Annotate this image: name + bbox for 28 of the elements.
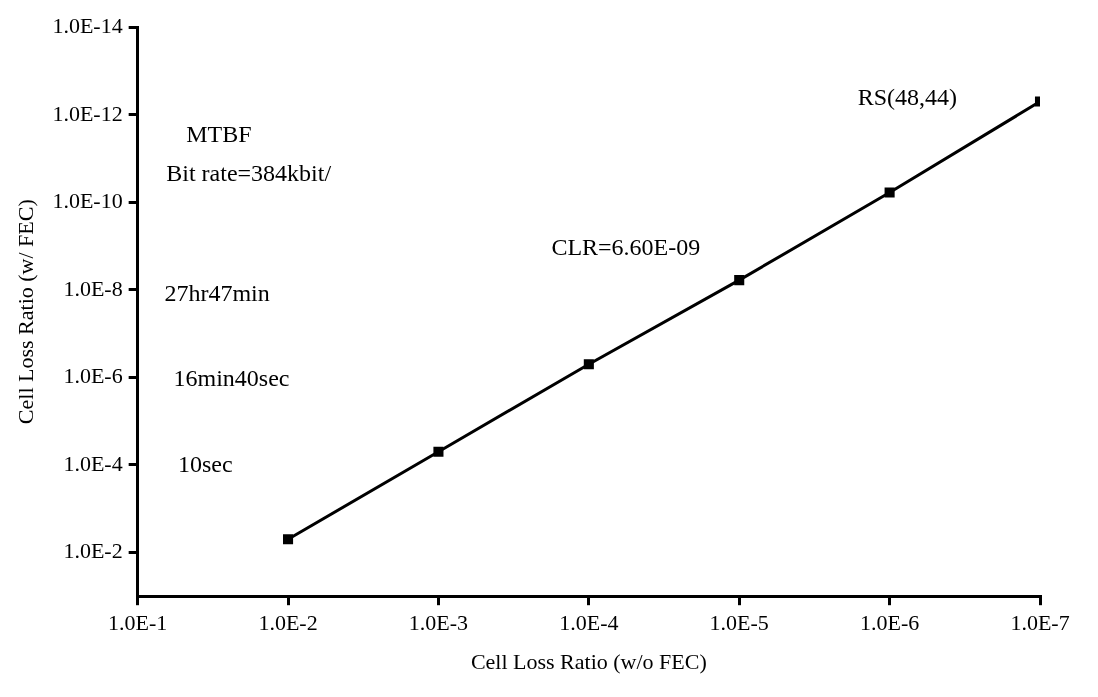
x-axis-title: Cell Loss Ratio (w/o FEC) (470, 648, 707, 674)
x-tick-label: 1.0E-4 (559, 610, 619, 636)
y-tick-label: 1.0E-2 (63, 538, 123, 564)
y-tick-label: 1.0E-4 (63, 450, 123, 476)
x-tick-label: 1.0E-6 (859, 610, 920, 636)
y-tick-label: 1.0E-12 (52, 100, 123, 126)
x-tick-label: 1.0E-1 (108, 610, 168, 636)
y-tick-label: 1.0E-10 (52, 188, 123, 214)
y-tick-label: 1.0E-14 (52, 12, 123, 38)
point (884, 187, 895, 198)
x-tick-label: 1.0E-7 (1010, 610, 1070, 636)
point (283, 534, 294, 545)
x-tick-label: 1.0E-3 (408, 610, 469, 636)
annotation: 10sec (178, 450, 233, 477)
annotation: Bit rate=384kbit/ (166, 160, 332, 187)
y-axis-title: Cell Loss Ratio (w/ FEC) (12, 199, 38, 425)
annotation: RS(48,44) (857, 83, 958, 110)
point (433, 446, 444, 457)
annotation: 27hr47min (164, 279, 270, 306)
y-tick-label: 1.0E-8 (63, 275, 123, 301)
point (734, 275, 745, 286)
y-tick-label: 1.0E-6 (63, 363, 123, 389)
annotation: CLR=6.60E-09 (551, 234, 701, 261)
annotation: 16min40sec (173, 365, 290, 392)
x-tick-label: 1.0E-5 (709, 610, 769, 636)
x-tick-label: 1.0E-2 (258, 610, 318, 636)
annotation: MTBF (186, 120, 252, 147)
point (583, 359, 594, 370)
